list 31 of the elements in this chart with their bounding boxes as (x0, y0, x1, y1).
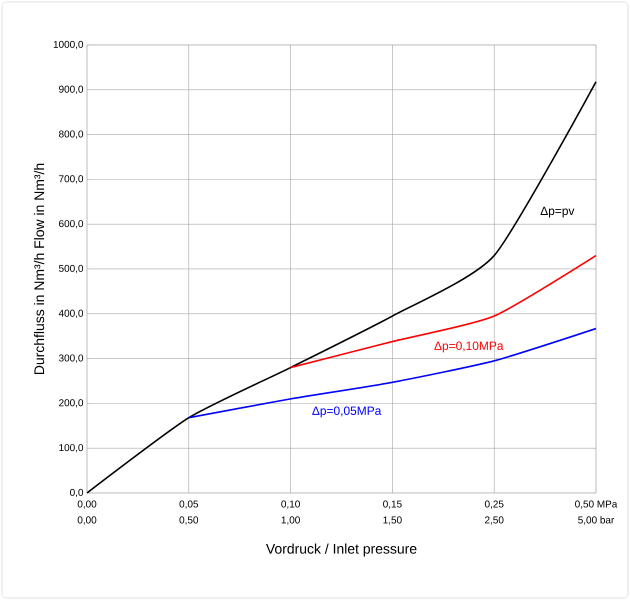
series-label: Δp=pv (540, 206, 574, 218)
y-tick-label: 400,0 (58, 310, 84, 318)
y-tick-label: 200,0 (59, 399, 84, 408)
y-tick-label: 0,0 (70, 488, 84, 498)
x-tick-label: 0,25 (484, 500, 504, 509)
text: 5,00 bar (578, 516, 614, 525)
text: 2,50 (485, 516, 504, 525)
y-tick-label: 500,0 (58, 264, 84, 274)
series-label: Δp=0,05MPa (312, 406, 382, 418)
text: 1,00 (282, 516, 300, 525)
x-tick-label: 0,05 (180, 500, 198, 509)
line-series (290, 254, 597, 368)
x-tick-label: 0,10 (281, 500, 300, 509)
x-tick-label: 0,15 (383, 500, 402, 509)
y-tick-label: 100,0 (59, 444, 84, 452)
y-axis-title: Durchfluss in Nm³/h Flow in Nm³/h (34, 164, 44, 374)
series-label: Δp=0,10MPa (434, 342, 504, 352)
y-tick-label: 700,0 (59, 175, 84, 184)
y-tick-label: 800,0 (58, 130, 84, 139)
text: 1,50 (383, 516, 402, 525)
x-axis-title: Vordruck / Inlet pressure (266, 543, 416, 556)
line-series (86, 80, 597, 494)
y-tick-label: 900,0 (59, 86, 84, 94)
text: 0,00 (78, 516, 96, 525)
line-series (188, 328, 597, 419)
x-tick-label: 0,00 (78, 500, 96, 509)
y-tick-label: 600,0 (59, 220, 84, 228)
text: 0,50 (180, 516, 198, 525)
y-tick-label: 1000,0 (54, 40, 84, 50)
x-tick-label: 0,50 MPa (575, 500, 618, 509)
y-tick-label: 300,0 (58, 354, 84, 363)
